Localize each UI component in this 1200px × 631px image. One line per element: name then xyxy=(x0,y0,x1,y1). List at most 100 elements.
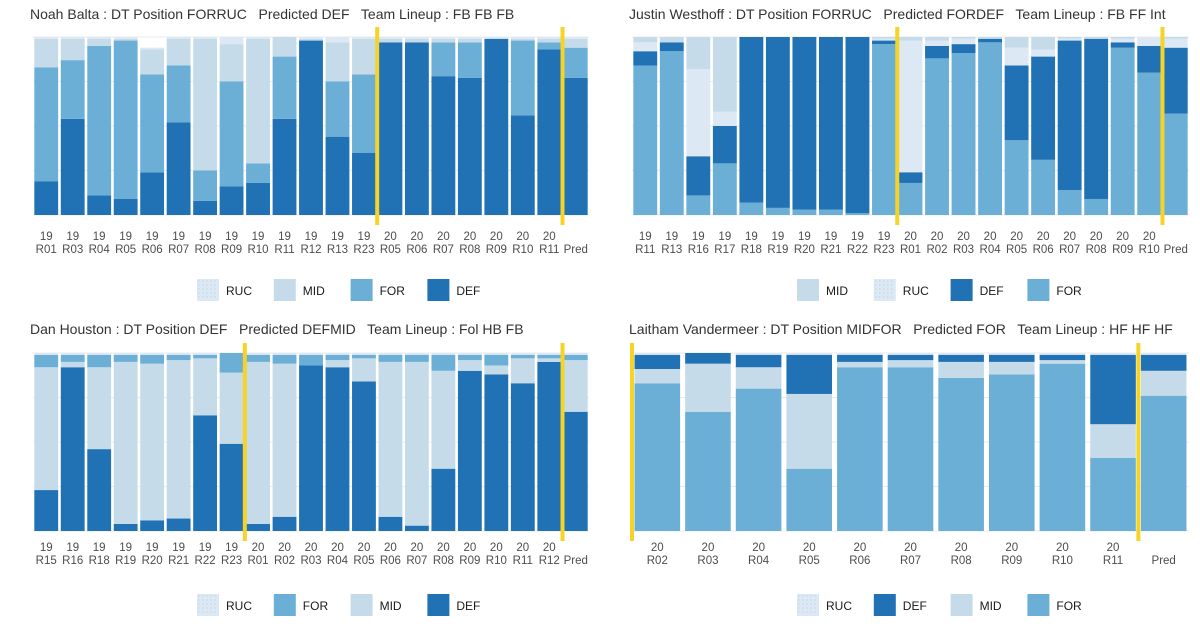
bar-segment-ruc xyxy=(299,37,323,39)
legend-swatch-texture xyxy=(810,611,812,613)
legend-swatch-texture xyxy=(814,595,816,597)
bar-segment-def xyxy=(818,37,843,210)
legend-swatch-texture xyxy=(814,607,816,609)
bar-segment-ruc xyxy=(325,37,350,43)
bar-segment-ruc xyxy=(510,353,535,355)
legend-swatch-for xyxy=(1027,279,1050,301)
chart-title: Justin Westhoff : DT Position FORRUC Pre… xyxy=(629,6,1166,22)
x-tick-label-round: R08 xyxy=(433,555,454,567)
bar-segment-mid xyxy=(951,37,976,39)
bar-segment-ruc xyxy=(246,353,270,355)
bar-segment-def xyxy=(113,198,138,215)
x-tick-label-season: 19 xyxy=(199,542,212,554)
legend-swatch-texture xyxy=(875,288,877,290)
legend-swatch-texture xyxy=(891,292,893,294)
x-tick-label-season: 20 xyxy=(437,231,450,243)
bar-segment-for xyxy=(378,354,403,362)
bar-segment-def xyxy=(685,353,731,364)
chart-panel-noah-balta: Noah Balta : DT Position FORRUC Predicte… xyxy=(0,0,600,316)
legend-label-ruc: RUC xyxy=(903,284,929,298)
x-tick-label-season: 20 xyxy=(384,231,397,243)
legend-swatch-texture xyxy=(883,292,885,294)
bar-segment-mid xyxy=(60,361,85,368)
bar-segment-def xyxy=(431,76,456,215)
x-tick-label-round: R11 xyxy=(539,244,559,256)
legend-swatch-texture xyxy=(806,607,808,609)
x-tick-label-season: 20 xyxy=(411,542,424,554)
legend-swatch-texture xyxy=(198,284,200,286)
bar-segment-mid xyxy=(633,37,658,43)
bar-segment-mid xyxy=(87,38,112,46)
bar-segment-def xyxy=(872,40,896,45)
bar-segment-ruc xyxy=(563,37,588,39)
bar-segment-def xyxy=(659,42,684,52)
legend-label-ruc: RUC xyxy=(226,599,252,613)
legend-label-def: DEF xyxy=(456,599,480,613)
bar-segment-def xyxy=(1057,40,1082,191)
x-tick-label-round: R08 xyxy=(1086,244,1107,256)
legend-swatch-texture xyxy=(210,595,212,597)
bar-segment-ruc xyxy=(951,38,976,45)
bar-segment-def xyxy=(634,354,681,370)
legend-swatch-texture xyxy=(206,607,208,609)
bar-segment-def xyxy=(325,136,350,215)
bar-segment-mid xyxy=(272,37,297,57)
bar-segment-mid xyxy=(563,38,588,48)
legend-swatch-texture xyxy=(879,288,881,290)
x-tick-label-season: 20 xyxy=(1010,231,1023,243)
x-tick-label-season: 19 xyxy=(745,231,758,243)
x-tick-label-season: 20 xyxy=(1116,231,1129,243)
bar-segment-def xyxy=(246,523,270,531)
x-tick-label-season: 19 xyxy=(639,231,652,243)
bar-segment-for xyxy=(887,367,934,531)
legend-swatch-texture xyxy=(879,284,881,286)
bar-segment-mid xyxy=(404,38,429,43)
stacked-bar-chart: 20R0220R0320R0420R0520R0620R0720R0820R09… xyxy=(630,343,1189,616)
bar-segment-mid xyxy=(685,363,731,412)
x-tick-label-season: 20 xyxy=(1005,542,1018,554)
bar-segment-for xyxy=(537,42,562,50)
bar-segment-ruc xyxy=(1140,353,1187,355)
x-tick-label-season: 19 xyxy=(93,542,106,554)
x-tick-label-round: R10 xyxy=(1052,555,1073,567)
legend-swatch-def xyxy=(427,279,450,301)
legend-swatch-texture xyxy=(798,607,800,609)
legend-swatch-texture xyxy=(879,292,881,294)
bar-segment-def xyxy=(484,38,509,215)
bar-segment-for xyxy=(352,354,376,359)
bar-segment-def xyxy=(845,37,870,214)
legend-swatch-texture xyxy=(198,603,200,605)
bar-segment-def xyxy=(633,51,658,66)
x-tick-label-round: R11 xyxy=(513,555,533,567)
legend-swatch-def xyxy=(873,594,896,616)
bar-segment-for xyxy=(563,354,588,361)
legend-swatch-for xyxy=(273,594,296,616)
x-tick-label-season: 19 xyxy=(146,542,159,554)
legend-swatch-texture xyxy=(202,296,204,298)
bar-segment-for xyxy=(1163,113,1188,215)
legend-swatch-texture xyxy=(214,611,216,613)
legend-swatch-texture xyxy=(887,296,889,298)
bar-segment-mid xyxy=(925,37,949,41)
x-tick-label-round: R11 xyxy=(274,244,294,256)
legend-swatch-texture xyxy=(206,288,208,290)
bar-segment-mid xyxy=(510,358,535,384)
bar-segment-def xyxy=(887,354,934,361)
x-tick-label-season: 19 xyxy=(199,231,212,243)
x-tick-label-round: R03 xyxy=(953,244,974,256)
legend-swatch-texture xyxy=(198,607,200,609)
bar-segment-for xyxy=(34,67,59,182)
bars xyxy=(634,353,1187,531)
bar-segment-ruc xyxy=(352,37,376,39)
bar-segment-mid xyxy=(510,38,535,41)
bar-segment-def xyxy=(537,49,562,216)
bar-segment-mid xyxy=(898,37,923,41)
x-tick-label-round: R07 xyxy=(1059,244,1080,256)
bar-segment-def xyxy=(219,186,244,215)
x-tick-label-round: R06 xyxy=(849,555,870,567)
legend-swatch-texture xyxy=(214,296,216,298)
legend-swatch-texture xyxy=(206,292,208,294)
bar-segment-for xyxy=(685,411,731,531)
legend-swatch-texture xyxy=(214,284,216,286)
x-tick-label-season: 20 xyxy=(516,542,529,554)
